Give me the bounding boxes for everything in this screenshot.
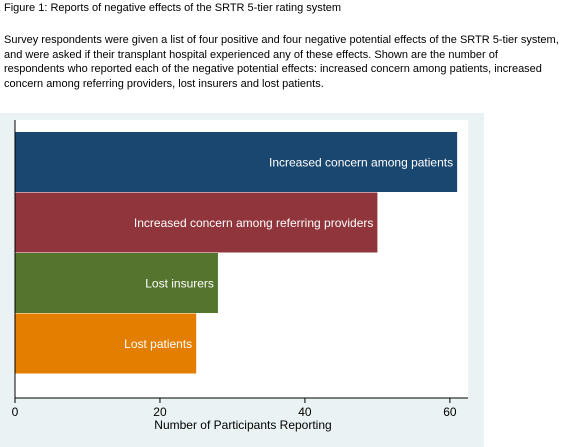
x-tick-label: 20 — [153, 405, 167, 419]
bar-lost-insurers — [15, 253, 218, 313]
x-axis-label: Number of Participants Reporting — [154, 418, 331, 432]
x-ticks-group: 0 20 40 60 — [12, 398, 457, 419]
bar-lost-patients — [15, 313, 197, 374]
bar-increased-concern-among-patients — [15, 132, 458, 192]
bar-label-increased-concern-among-referring-providers: Increased concern among referring provid… — [134, 216, 373, 230]
x-tick-label: 0 — [12, 405, 19, 419]
bar-increased-concern-among-referring-providers — [15, 192, 378, 253]
bar-label-lost-patients: Lost patients — [124, 337, 192, 351]
bars-group — [15, 132, 458, 374]
bar-label-increased-concern-among-patients: Increased concern among patients — [269, 155, 453, 169]
figure-caption: Survey respondents were given a list of … — [4, 34, 559, 90]
x-tick-label: 40 — [298, 405, 312, 419]
bar-labels-group: Increased concern among patients Increase… — [124, 155, 453, 351]
bar-label-lost-insurers: Lost insurers — [145, 276, 214, 290]
x-tick-label: 60 — [443, 405, 457, 419]
figure-title: Figure 1: Reports of negative effects of… — [4, 2, 342, 14]
